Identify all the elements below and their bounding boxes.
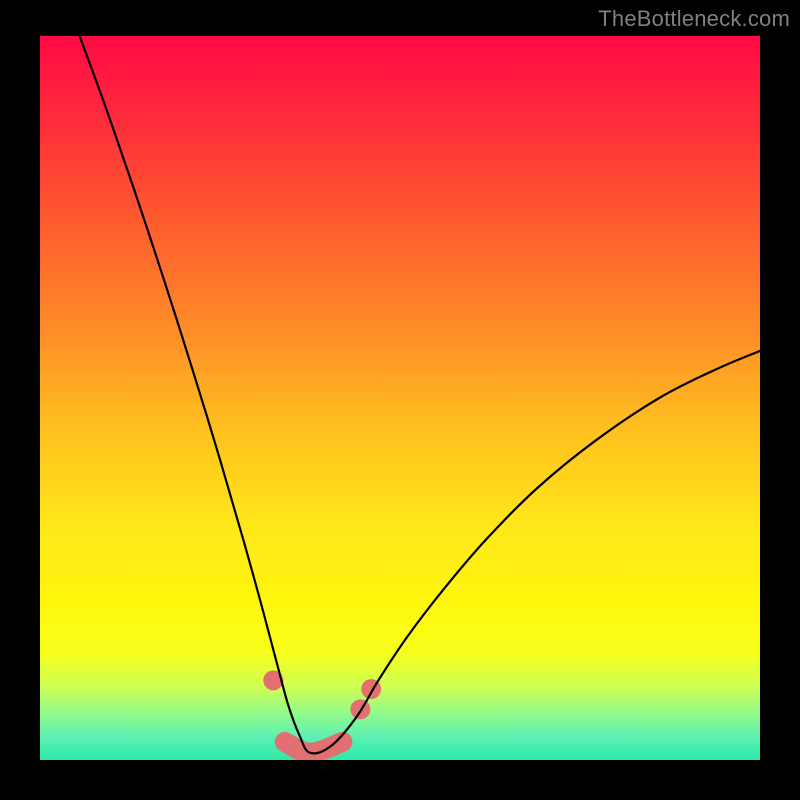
gradient-background — [40, 36, 760, 760]
plot-area — [40, 36, 760, 760]
watermark-text: TheBottleneck.com — [598, 6, 790, 32]
bottleneck-chart — [40, 36, 760, 760]
